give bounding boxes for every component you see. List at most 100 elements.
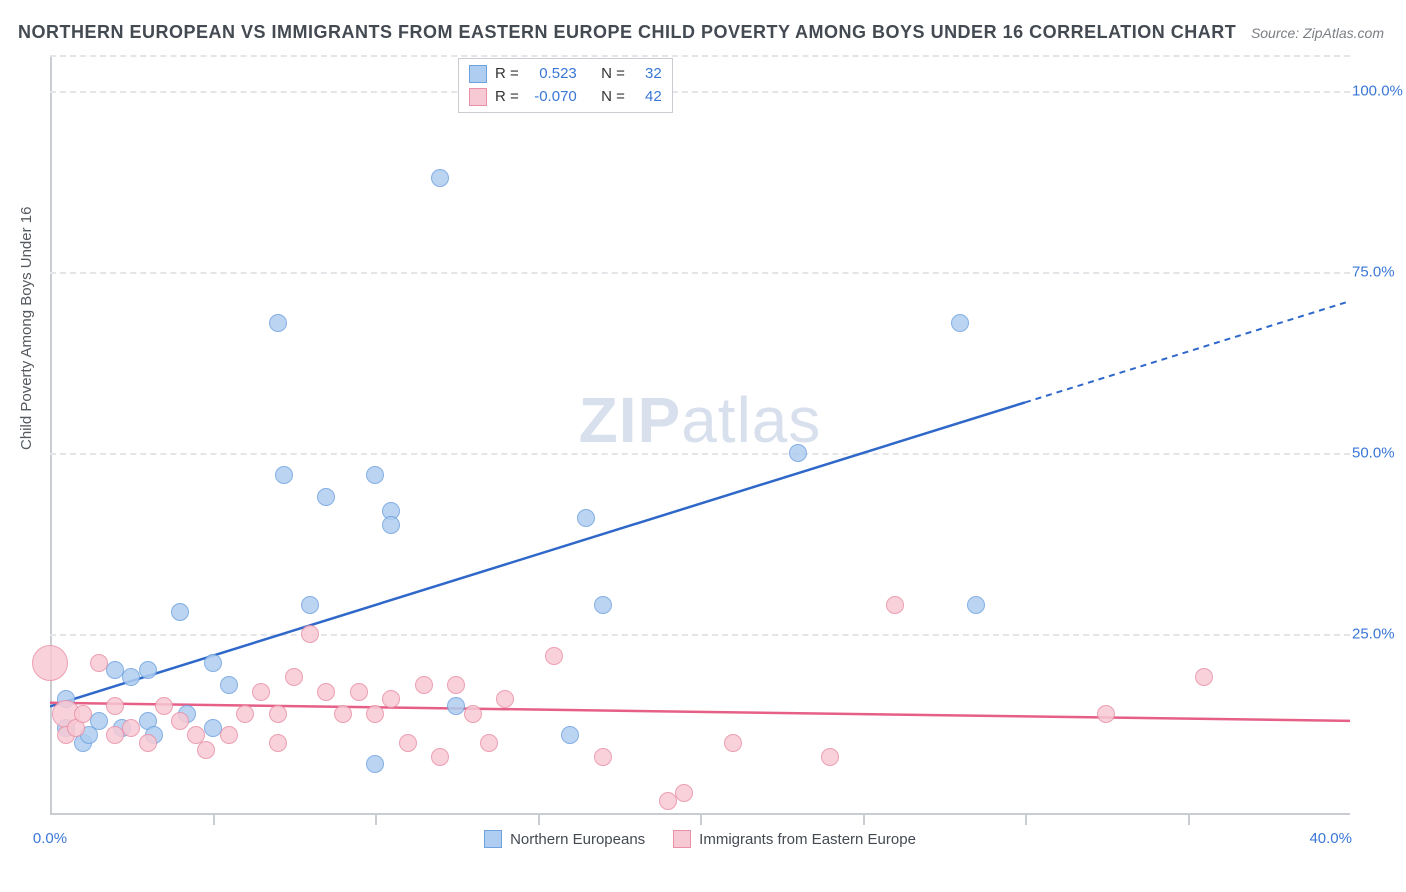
- data-point-northern: [317, 488, 335, 506]
- grid-line: [50, 55, 1350, 57]
- data-point-eastern: [886, 596, 904, 614]
- data-point-northern: [139, 661, 157, 679]
- data-point-eastern: [382, 690, 400, 708]
- data-point-eastern: [155, 697, 173, 715]
- data-point-eastern: [594, 748, 612, 766]
- data-point-eastern: [197, 741, 215, 759]
- legend-n-label: N =: [601, 63, 625, 86]
- chart-title: NORTHERN EUROPEAN VS IMMIGRANTS FROM EAS…: [18, 22, 1236, 43]
- data-point-northern: [269, 314, 287, 332]
- legend-swatch-icon: [469, 88, 487, 106]
- data-point-northern: [577, 509, 595, 527]
- y-tick-label: 75.0%: [1352, 264, 1402, 281]
- data-point-northern: [90, 712, 108, 730]
- data-point-eastern: [32, 645, 68, 681]
- y-axis-label: Child Poverty Among Boys Under 16: [18, 207, 35, 450]
- data-point-northern: [789, 444, 807, 462]
- data-point-northern: [594, 596, 612, 614]
- data-point-eastern: [464, 705, 482, 723]
- legend-r-value: -0.070: [527, 86, 577, 109]
- data-point-eastern: [106, 726, 124, 744]
- x-tick-label: 40.0%: [1309, 830, 1352, 847]
- data-point-eastern: [659, 792, 677, 810]
- legend-item-northern: Northern Europeans: [484, 830, 645, 848]
- data-point-eastern: [1097, 705, 1115, 723]
- legend-n-value: 42: [645, 86, 662, 109]
- data-point-eastern: [496, 690, 514, 708]
- data-point-eastern: [269, 734, 287, 752]
- x-tick: [538, 815, 540, 825]
- source-citation: Source: ZipAtlas.com: [1251, 25, 1384, 41]
- data-point-eastern: [106, 697, 124, 715]
- data-point-eastern: [236, 705, 254, 723]
- x-tick: [700, 815, 702, 825]
- data-point-eastern: [334, 705, 352, 723]
- x-tick: [1025, 815, 1027, 825]
- data-point-northern: [366, 466, 384, 484]
- data-point-eastern: [399, 734, 417, 752]
- legend-correlation: R = 0.523 N = 32 R = -0.070 N = 42: [458, 58, 673, 113]
- data-point-eastern: [220, 726, 238, 744]
- data-point-eastern: [90, 654, 108, 672]
- legend-swatch-icon: [484, 830, 502, 848]
- legend-n-label: N =: [601, 86, 625, 109]
- data-point-eastern: [821, 748, 839, 766]
- data-point-northern: [382, 516, 400, 534]
- grid-line: [50, 272, 1350, 274]
- data-point-eastern: [252, 683, 270, 701]
- data-point-eastern: [139, 734, 157, 752]
- data-point-northern: [951, 314, 969, 332]
- chart-container: NORTHERN EUROPEAN VS IMMIGRANTS FROM EAS…: [0, 0, 1406, 892]
- data-point-eastern: [74, 705, 92, 723]
- x-tick: [375, 815, 377, 825]
- legend-series: Northern Europeans Immigrants from Easter…: [50, 830, 1350, 848]
- y-tick-label: 50.0%: [1352, 445, 1402, 462]
- data-point-northern: [275, 466, 293, 484]
- regression-line-northern-extrapolated: [1025, 301, 1350, 402]
- legend-item-eastern: Immigrants from Eastern Europe: [673, 830, 916, 848]
- regression-line-northern: [50, 402, 1025, 706]
- y-axis-line: [50, 55, 52, 815]
- data-point-northern: [431, 169, 449, 187]
- legend-r-value: 0.523: [527, 63, 577, 86]
- legend-series-label: Northern Europeans: [510, 831, 645, 848]
- data-point-northern: [171, 603, 189, 621]
- data-point-northern: [122, 668, 140, 686]
- data-point-eastern: [724, 734, 742, 752]
- grid-line: [50, 91, 1350, 93]
- data-point-eastern: [171, 712, 189, 730]
- data-point-eastern: [480, 734, 498, 752]
- grid-line: [50, 453, 1350, 455]
- data-point-eastern: [350, 683, 368, 701]
- x-tick: [213, 815, 215, 825]
- data-point-eastern: [285, 668, 303, 686]
- legend-r-label: R =: [495, 86, 519, 109]
- x-tick: [863, 815, 865, 825]
- watermark: ZIPatlas: [579, 383, 822, 457]
- data-point-northern: [561, 726, 579, 744]
- legend-row-eastern: R = -0.070 N = 42: [469, 86, 662, 109]
- data-point-eastern: [415, 676, 433, 694]
- data-point-eastern: [366, 705, 384, 723]
- legend-r-label: R =: [495, 63, 519, 86]
- data-point-northern: [220, 676, 238, 694]
- data-point-eastern: [545, 647, 563, 665]
- y-tick-label: 100.0%: [1352, 83, 1402, 100]
- data-point-eastern: [431, 748, 449, 766]
- legend-series-label: Immigrants from Eastern Europe: [699, 831, 916, 848]
- legend-swatch-icon: [673, 830, 691, 848]
- data-point-eastern: [317, 683, 335, 701]
- data-point-northern: [204, 654, 222, 672]
- legend-n-value: 32: [645, 63, 662, 86]
- data-point-eastern: [269, 705, 287, 723]
- legend-swatch-icon: [469, 65, 487, 83]
- regression-lines: [50, 55, 1350, 815]
- data-point-northern: [967, 596, 985, 614]
- x-tick-label: 0.0%: [33, 830, 67, 847]
- data-point-northern: [301, 596, 319, 614]
- data-point-eastern: [1195, 668, 1213, 686]
- plot-area: 25.0%50.0%75.0%100.0% ZIPatlas R =0.523 …: [50, 55, 1350, 815]
- data-point-eastern: [301, 625, 319, 643]
- grid-line: [50, 634, 1350, 636]
- y-tick-label: 25.0%: [1352, 626, 1402, 643]
